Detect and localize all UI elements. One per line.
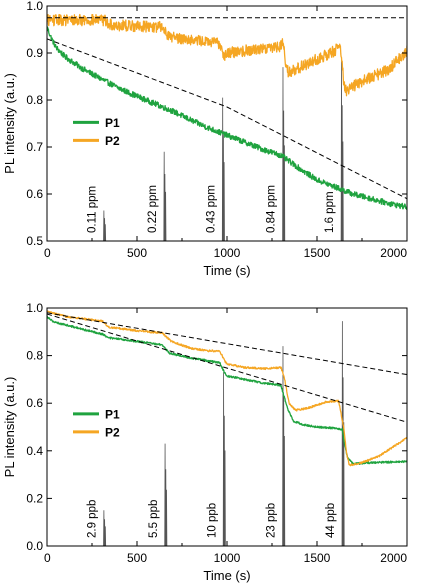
x-tick-label: 1000 — [214, 246, 241, 260]
y-tick-label: 0.0 — [26, 539, 43, 553]
y-tick-label: 0.5 — [26, 234, 43, 248]
y-tick-label: 0.9 — [26, 46, 43, 60]
y-tick-label: 0.7 — [26, 140, 43, 154]
dashed-reference-line-1 — [47, 312, 407, 376]
spike-label: 0.43 ppm — [205, 185, 217, 233]
injection-spike-4 — [282, 67, 286, 241]
injection-spike-5 — [341, 321, 345, 546]
spike-label: 0.22 ppm — [147, 185, 159, 233]
series-line-p1 — [47, 315, 407, 466]
y-tick-label: 0.8 — [26, 93, 43, 107]
legend-label: P1 — [105, 407, 120, 421]
y-axis-label: PL intensity (a.u.) — [2, 73, 17, 174]
spike-label: 0.84 ppm — [266, 185, 278, 233]
plot-area — [47, 310, 407, 546]
legend-label: P2 — [105, 134, 120, 148]
spike-label: 10 ppb — [206, 503, 218, 538]
y-tick-label: 0.8 — [26, 349, 43, 363]
spike-label: 0.11 ppm — [87, 186, 99, 233]
y-tick-label: 1.0 — [26, 0, 43, 13]
spike-label: 1.6 ppm — [324, 191, 336, 233]
series-line-p2 — [47, 310, 407, 467]
injection-spike-3 — [222, 372, 226, 546]
plot-area — [47, 13, 407, 241]
chart-1: 0.11 ppm 0.22 ppm 0.43 ppm 0.84 ppm 1.6 ppm 0… — [2, 0, 408, 278]
spike-label: 44 ppb — [325, 503, 337, 538]
x-tick-label: 1500 — [304, 551, 331, 565]
injection-spike-1 — [103, 510, 107, 546]
x-tick-label: 0 — [44, 246, 51, 260]
y-tick-label: 1.0 — [26, 301, 43, 315]
legend-label: P2 — [105, 425, 120, 439]
x-tick-label: 2000 — [380, 551, 407, 565]
chart-2: 2.9 ppb 5.5 ppb 10 ppb 23 ppb 44 ppb 0 500 1000… — [2, 301, 408, 583]
plot-frame — [46, 5, 408, 242]
x-tick-label: 0 — [44, 551, 51, 565]
y-tick-label: 0.2 — [26, 491, 43, 505]
legend-label: P1 — [105, 116, 120, 130]
spike-label: 5.5 ppb — [148, 500, 160, 538]
x-tick-label: 500 — [127, 551, 147, 565]
y-tick-label: 0.6 — [26, 396, 43, 410]
y-axis-label: PL intensity (a.u.) — [2, 377, 17, 478]
dashed-reference-line-2 — [47, 313, 407, 423]
injection-spike-2 — [163, 151, 167, 241]
series-line-p2 — [47, 13, 407, 97]
injection-spike-5 — [340, 60, 344, 241]
x-tick-label: 500 — [127, 246, 147, 260]
injection-spike-1 — [103, 210, 107, 241]
spike-label: 23 ppb — [266, 503, 278, 538]
series-line-p1 — [47, 25, 407, 210]
plot-frame — [46, 307, 408, 547]
y-tick-label: 0.6 — [26, 187, 43, 201]
y-tick-label: 0.4 — [26, 444, 43, 458]
x-tick-label: 1500 — [304, 246, 331, 260]
spike-label: 2.9 ppb — [87, 500, 99, 538]
injection-spike-2 — [164, 443, 168, 546]
x-axis-label: Time (s) — [203, 568, 250, 583]
x-axis-label: Time (s) — [203, 263, 250, 278]
dashed-reference-line-2 — [47, 38, 407, 200]
x-tick-label: 2000 — [380, 246, 407, 260]
injection-spike-3 — [221, 97, 225, 241]
x-tick-label: 1000 — [214, 551, 241, 565]
